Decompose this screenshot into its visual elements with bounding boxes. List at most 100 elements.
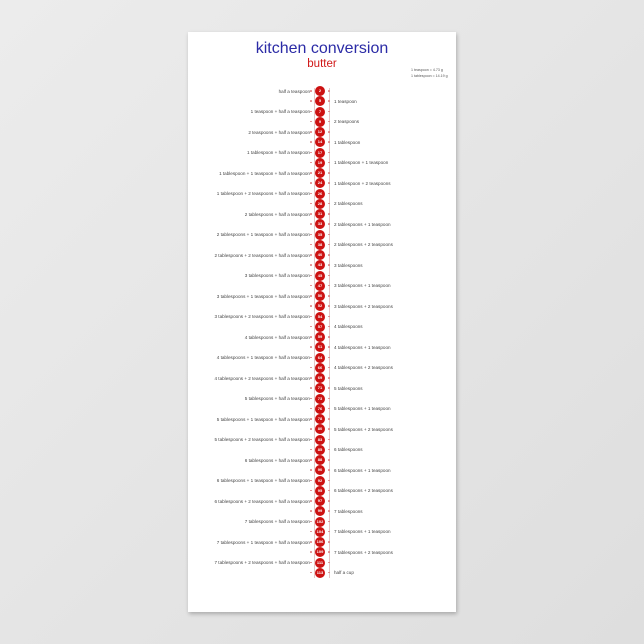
measure-label: 7 tablespoons + 2 teaspoons + half a tea… [214, 560, 310, 565]
measure-label: 4 tablespoons + 1 teaspoon [334, 344, 391, 350]
dot-icon [310, 377, 312, 379]
dot-icon [328, 448, 330, 451]
conversion-row: 6 tablespoons 85 [188, 444, 456, 455]
note-tablespoon: 1 tablespoon = 14.19 g [411, 74, 448, 78]
dot-icon [328, 182, 330, 184]
conversion-row: 1 tablespoon + 2 teaspoons + half a teas… [188, 188, 456, 199]
dot-icon [328, 233, 330, 236]
measure-label: 4 tablespoons [334, 324, 363, 330]
dot-icon [328, 438, 330, 441]
grams-badge: 31 [315, 209, 325, 219]
conversion-row: 7 tablespoons + 2 teaspoons + half a tea… [188, 557, 456, 568]
dot-icon [328, 489, 330, 492]
conversion-row: 6 tablespoons + 1 teaspoon + half a teas… [188, 475, 456, 486]
conversion-row: 6 tablespoons + 2 teaspoons 95 [188, 485, 456, 496]
dot-icon [328, 346, 330, 348]
poster: kitchen conversion butter 1 teaspoon = 4… [188, 32, 456, 612]
grams-badge: 2 [315, 86, 325, 96]
conversion-row: 4 tablespoons + 1 teaspoon + half a teas… [188, 352, 456, 363]
grams-badge: 50 [315, 291, 325, 301]
dot-icon [310, 541, 312, 543]
measure-label: 3 tablespoons + 2 teaspoons + half a tea… [214, 314, 310, 319]
dot-icon [310, 530, 312, 533]
measure-label: 5 tablespoons + half a teaspoon [244, 396, 310, 401]
grams-badge: 24 [315, 178, 325, 189]
measure-label: 1 tablespoon + 1 teaspoon [334, 160, 389, 166]
dot-icon [328, 366, 330, 369]
grams-badge: 40 [315, 250, 325, 260]
dot-icon [310, 571, 312, 574]
dot-icon [328, 213, 330, 215]
conversion-row: 1 tablespoon + half a teaspoon 17 [188, 147, 456, 158]
grams-badge: 33 [315, 219, 325, 230]
grams-badge: 35 [315, 229, 325, 240]
measure-label: 1 teaspoon + half a teaspoon [250, 109, 310, 114]
measure-label: 7 tablespoons + 1 teaspoon + half a teas… [216, 539, 310, 545]
dot-icon [310, 223, 312, 225]
grams-badge: 17 [315, 147, 325, 158]
divider-right [329, 88, 330, 578]
dot-icon [328, 131, 330, 133]
dot-icon [310, 561, 312, 564]
dot-icon [310, 110, 312, 113]
dot-icon [310, 438, 312, 441]
grams-badge: 57 [315, 321, 325, 332]
grams-badge: 113 [315, 567, 325, 578]
conversion-row: 3 tablespoons + 1 teaspoon + half a teas… [188, 291, 456, 301]
conversion-row: half a cup 113 [188, 567, 456, 578]
dot-icon [310, 274, 312, 277]
measure-label: 5 tablespoons + 1 teaspoon [334, 406, 391, 412]
dot-icon [310, 243, 312, 246]
measure-label: 5 tablespoons + 2 teaspoons + half a tea… [214, 437, 310, 442]
dot-icon [310, 448, 312, 451]
dot-icon [328, 151, 330, 154]
grams-badge: 71 [315, 383, 325, 394]
dot-icon [310, 161, 312, 164]
dot-icon [310, 510, 312, 512]
page-title: kitchen conversion [255, 40, 389, 57]
grams-badge: 99 [315, 506, 325, 517]
dot-icon [310, 141, 312, 143]
conversion-row: 2 tablespoons + 2 teaspoons 38 [188, 239, 456, 250]
conversion-row: 3 tablespoons + 1 teaspoon 47 [188, 280, 456, 291]
dot-icon [310, 407, 312, 410]
conversion-row: 4 tablespoons 57 [188, 321, 456, 332]
conversion-row: 7 tablespoons + 1 teaspoon + half a teas… [188, 537, 456, 547]
grams-badge: 97 [315, 496, 325, 506]
grams-badge: 9 [315, 116, 325, 127]
dot-icon [328, 110, 330, 113]
dot-icon [310, 520, 312, 523]
measure-label: 3 tablespoons + half a teaspoon [244, 273, 310, 278]
dot-icon [328, 356, 330, 359]
dot-icon [328, 192, 330, 195]
dot-icon [328, 315, 330, 318]
conversion-row: 1 tablespoon 14 [188, 137, 456, 148]
conversion-row: 7 tablespoons 99 [188, 506, 456, 517]
conversion-row: 4 tablespoons + 2 teaspoons 66 [188, 362, 456, 373]
dot-icon [310, 151, 312, 154]
dot-icon [310, 479, 312, 482]
conversion-row: 3 tablespoons + 2 teaspoons + half a tea… [188, 311, 456, 322]
dot-icon [310, 202, 312, 205]
dot-icon [328, 561, 330, 564]
measure-label: 6 tablespoons + 1 teaspoon [334, 467, 391, 473]
conversion-row: 2 tablespoons 28 [188, 198, 456, 209]
dot-icon [310, 120, 312, 123]
dot-icon [310, 387, 312, 389]
measure-label: 5 tablespoons + 2 teaspoons [334, 426, 393, 432]
dot-icon [310, 500, 312, 502]
conversion-row: 5 tablespoons + 2 teaspoons 80 [188, 424, 456, 435]
dot-icon [310, 551, 312, 553]
conversion-row: 7 tablespoons + half a teaspoon 102 [188, 516, 456, 527]
conversion-row: 6 tablespoons + 1 teaspoon 90 [188, 465, 456, 476]
dot-icon [328, 407, 330, 410]
dot-icon [328, 172, 330, 174]
dot-icon [328, 336, 330, 338]
dot-icon [328, 254, 330, 256]
grams-badge: 109 [315, 547, 325, 558]
grams-badge: 92 [315, 475, 325, 486]
conversion-row: 1 teaspoon 5 [188, 96, 456, 107]
conversion-row: 3 tablespoons + 2 teaspoons 52 [188, 301, 456, 312]
grams-badge: 12 [315, 127, 325, 137]
dot-icon [328, 479, 330, 482]
